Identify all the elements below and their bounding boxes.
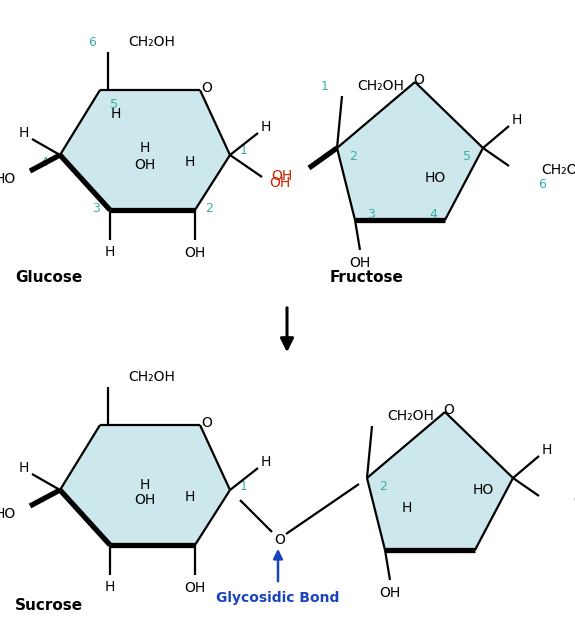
Text: 4: 4	[40, 156, 48, 169]
Text: HO: HO	[424, 171, 446, 185]
Text: H: H	[140, 141, 150, 155]
Text: 4: 4	[429, 208, 437, 221]
Text: H: H	[105, 580, 115, 594]
Text: OH: OH	[135, 493, 156, 507]
Text: HO: HO	[0, 507, 16, 521]
Text: H: H	[19, 126, 29, 140]
Text: CH₂OH: CH₂OH	[387, 409, 434, 423]
Text: OH: OH	[185, 581, 206, 595]
Text: CH₂OH: CH₂OH	[128, 370, 175, 384]
Text: H: H	[111, 107, 121, 121]
Text: H: H	[105, 245, 115, 259]
Text: H: H	[185, 155, 195, 169]
Text: 1: 1	[240, 144, 248, 158]
Text: OH: OH	[380, 586, 401, 600]
Text: HO: HO	[0, 172, 16, 186]
Text: 5: 5	[110, 98, 118, 111]
Text: OH: OH	[350, 256, 371, 270]
Text: H: H	[402, 501, 412, 515]
Text: H: H	[261, 120, 271, 134]
Text: 2: 2	[205, 201, 213, 214]
Text: H: H	[512, 113, 522, 127]
Text: Fructose: Fructose	[330, 271, 404, 286]
Text: 6: 6	[88, 36, 96, 49]
Text: Sucrose: Sucrose	[15, 598, 83, 612]
Text: O: O	[202, 81, 212, 95]
Text: HO: HO	[473, 483, 493, 497]
Text: 1: 1	[240, 479, 248, 492]
Text: H: H	[185, 490, 195, 504]
Text: O: O	[202, 416, 212, 430]
Text: OH: OH	[272, 169, 293, 183]
Text: H: H	[19, 461, 29, 475]
Text: 3: 3	[367, 208, 375, 221]
Text: CH₂OH: CH₂OH	[541, 163, 575, 177]
Polygon shape	[367, 412, 513, 550]
Text: 2: 2	[379, 479, 387, 492]
Text: H: H	[261, 455, 271, 469]
Text: H: H	[542, 443, 552, 457]
Text: OH: OH	[135, 158, 156, 172]
Text: OH: OH	[185, 246, 206, 260]
Polygon shape	[337, 82, 483, 220]
Text: 5: 5	[463, 149, 471, 162]
Text: O: O	[275, 533, 285, 547]
Text: 1: 1	[321, 79, 329, 92]
Text: O: O	[413, 73, 424, 87]
Text: Glucose: Glucose	[15, 271, 82, 286]
Text: 6: 6	[538, 177, 546, 191]
Text: H: H	[140, 478, 150, 492]
Text: 3: 3	[92, 201, 100, 214]
Polygon shape	[60, 90, 230, 210]
Text: 2: 2	[349, 149, 357, 162]
Text: O: O	[443, 403, 454, 417]
Polygon shape	[60, 425, 230, 545]
Text: CH₂OH: CH₂OH	[573, 493, 575, 507]
Text: CH₂OH: CH₂OH	[128, 35, 175, 49]
Text: Glycosidic Bond: Glycosidic Bond	[216, 591, 340, 605]
Text: CH₂OH: CH₂OH	[357, 79, 404, 93]
Text: OH: OH	[269, 176, 290, 190]
